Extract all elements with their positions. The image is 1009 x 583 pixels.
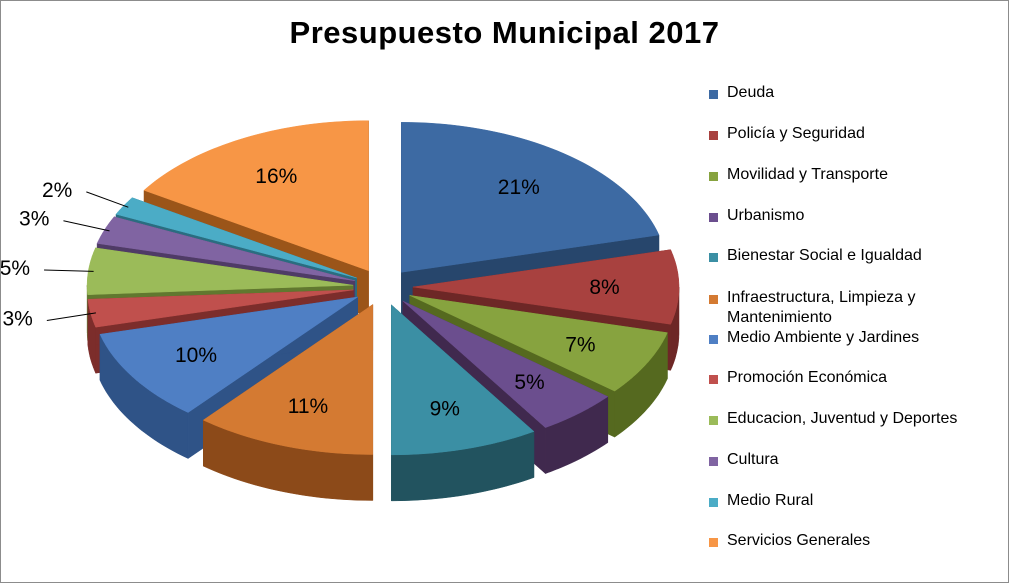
leader-line xyxy=(46,312,96,322)
pie-slice-5 xyxy=(391,304,535,502)
legend-swatch xyxy=(709,416,718,425)
legend-label: Bienestar Social e Igualdad xyxy=(727,247,922,264)
slice-label: 3% xyxy=(19,208,49,231)
legend-swatch xyxy=(709,335,718,344)
pie-slice-6 xyxy=(202,304,374,501)
legend-label: Movilidad y Transporte xyxy=(727,166,888,183)
legend-swatch xyxy=(709,90,718,99)
legend-swatch xyxy=(709,131,718,140)
legend-label: Servicios Generales xyxy=(727,532,871,549)
legend-label: Policía y Seguridad xyxy=(727,125,865,142)
legend-swatch xyxy=(709,498,718,507)
leader-line xyxy=(63,220,110,232)
slice-label: 16% xyxy=(255,165,297,188)
leader-line xyxy=(44,269,94,272)
legend-label: Urbanismo xyxy=(727,207,805,224)
legend-label: Deuda xyxy=(727,84,775,101)
slice-label: 5% xyxy=(514,371,544,394)
slice-label: 5% xyxy=(1,257,30,280)
legend-label: Medio Ambiente y Jardines xyxy=(727,329,920,346)
legend-swatch xyxy=(709,253,718,262)
legend-swatch xyxy=(709,295,718,304)
slice-label: 21% xyxy=(498,176,540,199)
slice-label: 7% xyxy=(565,334,595,357)
legend-swatch xyxy=(709,375,718,384)
slice-label: 3% xyxy=(2,308,32,331)
legend-swatch xyxy=(709,457,718,466)
slice-label: 10% xyxy=(175,344,217,367)
legend-swatch xyxy=(709,172,718,181)
legend-swatch xyxy=(709,213,718,222)
legend-label: Promoción Económica xyxy=(727,369,888,386)
slice-label: 11% xyxy=(288,395,328,418)
legend-swatch xyxy=(709,538,718,547)
chart-title: Presupuesto Municipal 2017 xyxy=(289,15,720,50)
leader-line xyxy=(86,191,129,208)
slice-label: 2% xyxy=(42,179,72,202)
slice-label: 8% xyxy=(589,276,619,299)
legend-label: Educacion, Juventud y Deportes xyxy=(727,410,958,427)
slice-label: 9% xyxy=(430,398,460,421)
legend-label: Infraestructura, Limpieza y Mantenimient… xyxy=(727,289,916,326)
legend-label: Cultura xyxy=(727,451,779,468)
legend-label: Medio Rural xyxy=(727,492,814,509)
